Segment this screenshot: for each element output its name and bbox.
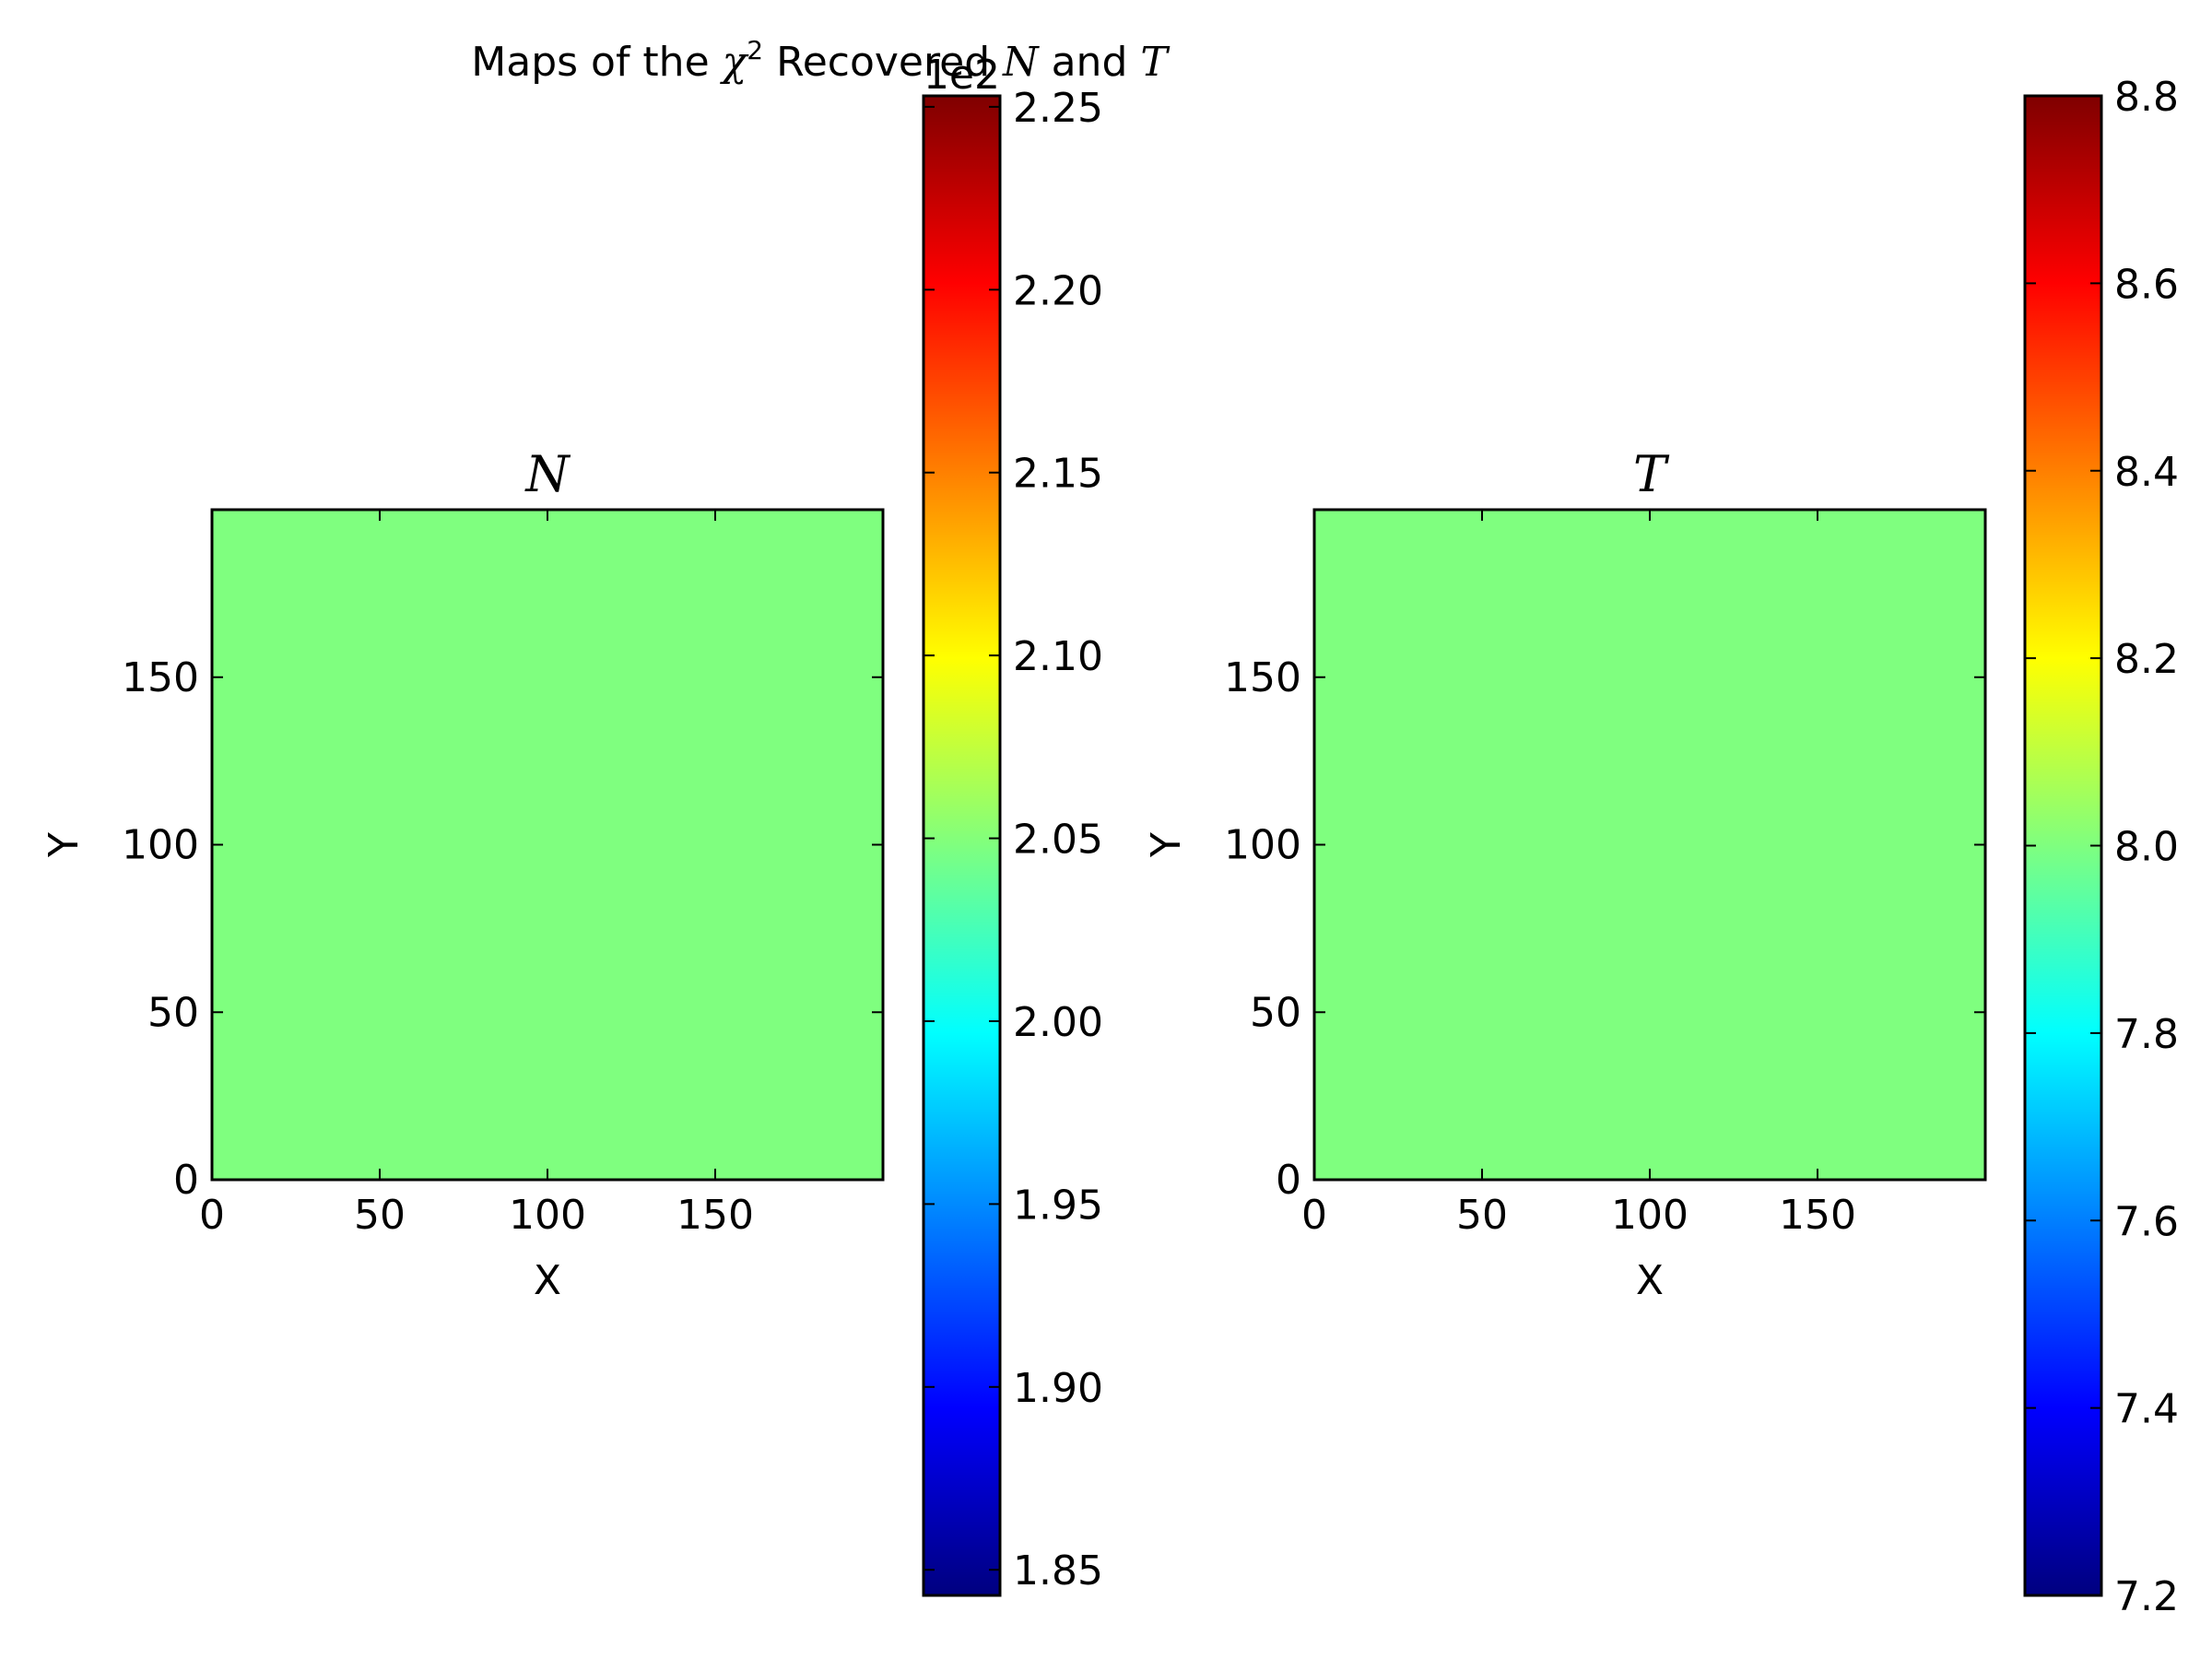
suptitle-chi-symbol: χ	[720, 39, 749, 86]
y-tick-label: 50	[147, 989, 199, 1036]
colorbar-tick-label: 8.6	[2114, 261, 2179, 308]
suptitle-chi-power: 2	[747, 35, 763, 65]
axes-frame	[1312, 508, 1987, 1182]
colorbar-tick-label: 1.85	[1013, 1547, 1103, 1594]
x-tick-label: 50	[1456, 1192, 1508, 1239]
x-tick-label: 100	[509, 1192, 586, 1239]
colorbar-tick-label: 8.8	[2114, 74, 2179, 121]
x-tick-label: 150	[1779, 1192, 1856, 1239]
heatmap-cell-field-n	[212, 510, 883, 1180]
suptitle-var-n: N	[1002, 39, 1040, 86]
y-tick-label: 150	[122, 654, 199, 701]
colorbar-tick-label: 8.4	[2114, 449, 2179, 496]
y-tick-label: 100	[122, 822, 199, 869]
colorbar-tick-label: 8.0	[2114, 824, 2179, 871]
suptitle-middle: Recovered	[763, 39, 1003, 86]
y-tick-label: 0	[173, 1157, 199, 1204]
figure-suptitle: Maps of the χ2 Recovered N and T	[471, 35, 1171, 86]
colorbar-tick-label: 1.95	[1013, 1182, 1103, 1229]
colorbar-tick-label: 7.6	[2114, 1198, 2179, 1245]
x-tick-label: 50	[354, 1192, 406, 1239]
axes-frame	[210, 508, 885, 1182]
x-tick-label: 100	[1611, 1192, 1688, 1239]
y-tick-label: 0	[1276, 1157, 1301, 1204]
suptitle-prefix: Maps of the	[471, 39, 722, 86]
y-tick-label: 100	[1224, 822, 1301, 869]
colorbar-tick-label: 2.25	[1013, 85, 1103, 132]
colorbar-tick-label: 7.4	[2114, 1386, 2179, 1433]
colorbar-tick-label: 7.8	[2114, 1011, 2179, 1058]
colorbar-frame	[922, 94, 1002, 1597]
colorbar-gradient	[924, 96, 1000, 1595]
colorbar-tick-label: 2.00	[1013, 999, 1103, 1046]
colorbar-offset-label: 1e2	[924, 52, 1000, 99]
heatmap-panel-t: 0 50 100 150 0 50 100 150 T X Y 7.2 7.4 7.6 7.8 8.0 8.2 8…	[1143, 74, 2179, 1620]
x-axis-label: X	[1636, 1257, 1664, 1304]
y-axis-label: Y	[1143, 832, 1190, 858]
heatmap-cell-field-t	[1314, 510, 1985, 1180]
panel-title: T	[1633, 445, 1670, 503]
x-tick-label: 0	[199, 1192, 225, 1239]
y-axis-label: Y	[41, 832, 88, 858]
x-axis-label: X	[534, 1257, 561, 1304]
x-tick-label: 0	[1301, 1192, 1327, 1239]
colorbar-tick-label: 1.90	[1013, 1365, 1103, 1412]
heatmap-panel-n: 0 50 100 150 0 50 100 150 N X Y 1.85 1.90 1.95 2.00 2.0…	[41, 52, 1103, 1597]
colorbar-tick-label: 7.2	[2114, 1573, 2179, 1620]
suptitle-connector: and	[1039, 39, 1141, 86]
panel-title: N	[524, 445, 571, 503]
colorbar-tick-label: 2.15	[1013, 451, 1103, 498]
y-tick-label: 150	[1224, 654, 1301, 701]
colorbar-tick-label: 2.05	[1013, 817, 1103, 864]
y-tick-label: 50	[1250, 989, 1301, 1036]
x-tick-label: 150	[677, 1192, 754, 1239]
colorbar-gradient	[2025, 96, 2101, 1595]
colorbar-tick-label: 8.2	[2114, 636, 2179, 683]
colorbar-tick-label: 2.20	[1013, 267, 1103, 314]
colorbar-tick-label: 2.10	[1013, 633, 1103, 680]
suptitle-var-t: T	[1140, 39, 1171, 86]
